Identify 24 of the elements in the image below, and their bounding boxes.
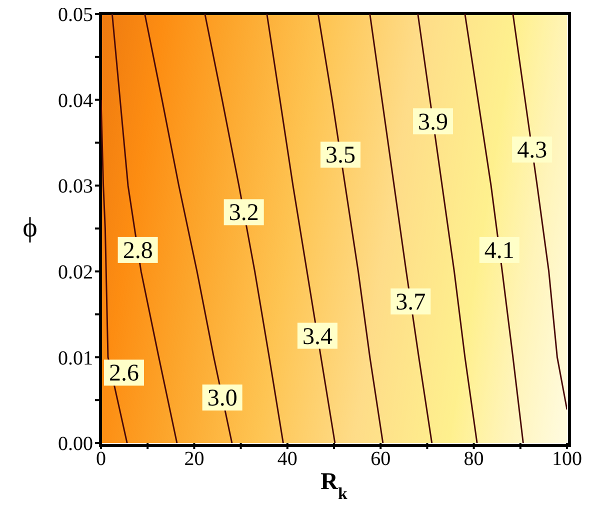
series-label: 3.2 xyxy=(228,200,259,226)
x-tick-label: 0 xyxy=(96,448,106,470)
series-label: 3.4 xyxy=(302,324,332,350)
y-axis-title: ϕ xyxy=(22,212,38,244)
y-tick-label: 0.02 xyxy=(58,262,93,284)
series-label: 3.9 xyxy=(418,109,448,136)
series-label: 3.7 xyxy=(396,289,426,316)
series-label: 3.5 xyxy=(325,142,356,169)
y-tick-label: 0.05 xyxy=(58,4,93,26)
series-label: 2.6 xyxy=(109,360,139,387)
series-label: 4.3 xyxy=(517,138,548,164)
y-tick-label: 0.01 xyxy=(58,347,93,370)
y-tick-label: 0.04 xyxy=(58,90,93,112)
x-tick-label: 20 xyxy=(184,448,204,470)
series-label: 4.1 xyxy=(484,238,514,264)
x-tick-label: 40 xyxy=(277,448,298,470)
x-tick-label: 100 xyxy=(552,448,582,470)
series-label: 2.8 xyxy=(122,238,153,264)
y-tick-label: 0.00 xyxy=(58,433,93,456)
x-axis-title: R$_{k}$ xyxy=(320,469,348,502)
x-tick-label: 80 xyxy=(464,448,484,470)
series-label: 3.0 xyxy=(207,386,238,412)
y-tick-label: 0.03 xyxy=(58,176,93,198)
x-tick-label: 60 xyxy=(370,448,391,470)
